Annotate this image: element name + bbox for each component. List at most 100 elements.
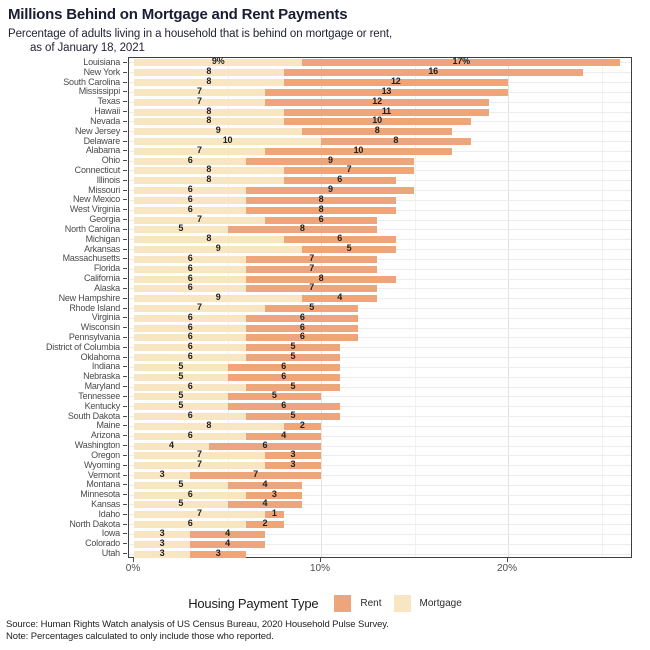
- row-gridline: [129, 327, 631, 329]
- rent-value-label: 5: [290, 410, 296, 421]
- rent-value-label: 7: [309, 252, 315, 263]
- state-label: Ohio: [101, 155, 120, 166]
- state-label: South Carolina: [63, 76, 120, 87]
- mortgage-bar: [134, 177, 284, 185]
- row-gridline: [129, 416, 631, 418]
- mortgage-bar: [134, 196, 247, 204]
- state-label: Idaho: [98, 508, 120, 519]
- state-label: Hawaii: [94, 106, 120, 117]
- rent-value-label: 7: [253, 469, 258, 479]
- rent-bar: [302, 59, 621, 67]
- mortgage-value-label: 6: [187, 193, 193, 204]
- mortgage-bar: [134, 88, 265, 96]
- mortgage-bar: [134, 373, 228, 381]
- rent-bar: [208, 442, 321, 450]
- rent-value-label: 10: [353, 144, 364, 155]
- rent-bar: [246, 344, 340, 352]
- mortgage-bar: [134, 285, 247, 293]
- rent-bar: [264, 452, 321, 460]
- rent-bar: [190, 472, 321, 479]
- rent-value-label: 6: [281, 400, 286, 411]
- rent-bar: [246, 314, 359, 322]
- chart-subtitle-line1: Percentage of adults living in a househo…: [8, 28, 393, 40]
- rent-bar: [246, 324, 359, 332]
- rent-bar: [246, 491, 303, 499]
- mortgage-bar: [134, 128, 303, 136]
- state-label: West Virginia: [69, 204, 120, 215]
- state-label: Minnesota: [80, 489, 120, 500]
- rent-bar: [246, 157, 415, 165]
- rent-value-label: 12: [372, 95, 382, 106]
- y-tick: [123, 150, 127, 152]
- mortgage-bar: [134, 216, 265, 224]
- mortgage-bar: [134, 167, 284, 175]
- rent-bar: [264, 216, 378, 224]
- rent-value-label: 3: [271, 488, 277, 499]
- rent-bar: [246, 206, 396, 214]
- row-gridline: [129, 347, 631, 349]
- state-label: North Carolina: [64, 223, 120, 234]
- state-label: New York: [83, 66, 121, 77]
- mortgage-bar: [134, 295, 303, 303]
- mortgage-bar: [134, 491, 247, 499]
- y-tick: [123, 287, 127, 289]
- state-label: Virginia: [91, 312, 120, 323]
- rent-value-label: 11: [381, 105, 391, 116]
- mortgage-value-label: 6: [187, 282, 193, 293]
- row-gridline: [129, 366, 631, 368]
- state-label: Massachusetts: [62, 253, 121, 264]
- row-gridline: [129, 406, 631, 408]
- mortgage-bar: [134, 511, 265, 519]
- rent-bar: [246, 354, 340, 362]
- rent-value-label: 6: [281, 370, 286, 381]
- state-label: Alabama: [85, 145, 120, 156]
- mortgage-value-label: 7: [197, 302, 202, 312]
- row-gridline: [129, 455, 631, 457]
- rent-value-label: 8: [318, 193, 324, 204]
- state-label: New Hampshire: [58, 292, 121, 303]
- y-tick: [123, 111, 127, 113]
- y-tick: [123, 61, 127, 63]
- mortgage-bar: [134, 98, 265, 106]
- mortgage-value-label: 5: [178, 400, 184, 411]
- y-tick: [123, 71, 127, 73]
- mortgage-value-label: 10: [222, 135, 233, 145]
- mortgage-bar: [134, 344, 247, 352]
- y-tick: [123, 425, 127, 427]
- mortgage-bar: [134, 530, 191, 538]
- mortgage-value-label: 6: [187, 321, 193, 332]
- y-tick: [123, 346, 127, 348]
- y-tick: [123, 474, 127, 476]
- state-label: Colorado: [85, 538, 120, 549]
- state-label: Michigan: [85, 233, 121, 244]
- state-label: Wisconsin: [80, 322, 120, 333]
- rent-value-label: 6: [337, 174, 343, 185]
- row-gridline: [129, 494, 631, 496]
- mortgage-value-label: 7: [197, 459, 202, 470]
- mortgage-value-label: 7: [197, 95, 202, 106]
- rent-bar: [227, 501, 303, 509]
- y-tick: [123, 140, 127, 142]
- rent-value-label: 8: [318, 203, 324, 214]
- state-label: Rhode Island: [69, 302, 120, 313]
- state-label: Arkansas: [84, 243, 120, 254]
- y-tick: [123, 327, 127, 329]
- rent-bar: [321, 138, 471, 145]
- mortgage-value-label: 9: [215, 292, 221, 303]
- y-tick: [123, 297, 127, 299]
- rent-value-label: 6: [299, 311, 305, 322]
- state-label: Maryland: [84, 381, 121, 392]
- mortgage-value-label: 6: [187, 311, 193, 322]
- mortgage-value-label: 6: [187, 518, 193, 529]
- rent-value-label: 5: [290, 341, 296, 352]
- y-tick: [123, 513, 127, 515]
- row-gridline: [129, 219, 631, 221]
- rent-value-label: 3: [215, 547, 221, 558]
- legend-label-rent: Rent: [360, 597, 382, 609]
- rent-value-label: 6: [299, 321, 305, 332]
- state-label: California: [83, 273, 120, 284]
- mortgage-bar: [134, 206, 247, 214]
- mortgage-value-label: 6: [187, 351, 193, 362]
- state-label: Utah: [101, 548, 120, 559]
- mortgage-value-label: 4: [168, 439, 174, 450]
